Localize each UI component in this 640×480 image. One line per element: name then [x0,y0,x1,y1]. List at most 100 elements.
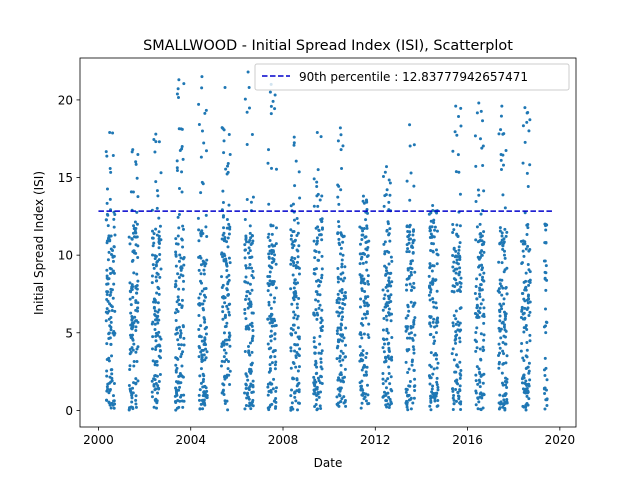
data-point [335,329,339,333]
data-point [474,379,478,383]
data-point [314,290,318,294]
data-point [407,250,411,254]
data-point [197,398,201,402]
data-point [202,299,206,303]
data-point [433,393,437,397]
data-point [297,365,301,369]
data-point [544,388,548,392]
data-point [476,382,480,386]
data-point [179,256,183,260]
data-point [153,150,157,154]
data-point [290,333,294,337]
data-point [521,387,525,391]
data-point [157,230,161,234]
data-point [270,324,274,328]
data-point [337,241,341,245]
data-point [150,281,154,285]
data-point [226,367,230,371]
data-point [290,388,294,392]
data-point [341,298,345,301]
data-point [135,287,139,291]
data-point [220,237,224,241]
data-point [497,354,501,358]
data-point [134,329,138,333]
data-point [429,396,433,400]
data-point [312,177,316,181]
data-point [244,327,248,331]
data-point [410,259,414,263]
legend: 90th percentile : 12.83777942657471 [254,63,570,91]
data-point [181,224,185,228]
data-point [458,224,462,228]
data-point [336,344,340,348]
data-point [503,249,506,253]
data-point [133,229,137,233]
data-point [528,118,532,122]
data-point [245,374,249,378]
data-point [135,291,139,295]
data-point [246,281,250,285]
data-point [526,306,530,310]
data-point [386,289,390,293]
data-point [359,321,363,325]
data-point [244,317,248,321]
data-point [113,212,117,216]
data-point [455,258,459,262]
data-point [476,407,480,411]
data-point [477,367,481,371]
data-point [481,298,485,302]
data-point [341,351,345,355]
data-point [269,329,273,333]
data-point [153,378,157,382]
data-point [112,282,116,286]
data-point [387,178,391,182]
data-point [504,234,508,238]
data-point [456,262,460,266]
data-point [343,291,347,295]
data-point [225,264,229,268]
data-point [360,233,364,237]
data-point [433,325,437,329]
data-point [521,124,525,128]
data-point [428,315,432,319]
data-point [405,405,409,409]
data-point [527,129,531,133]
data-point [341,333,345,337]
data-point [180,298,184,302]
data-point [250,234,254,238]
data-point [458,384,462,388]
data-point [174,363,178,367]
data-point [478,306,482,310]
data-point [320,238,324,242]
data-point [435,366,439,370]
data-point [249,242,253,246]
data-point [545,378,549,382]
data-point [150,347,154,351]
data-point [290,401,294,405]
data-point [154,339,158,343]
data-point [245,110,249,114]
data-point [298,347,302,351]
data-point [435,211,439,215]
data-point [315,239,319,243]
data-point [526,263,530,266]
data-point [452,314,456,318]
data-point [502,253,506,257]
data-point [428,382,432,386]
data-point [107,359,111,363]
data-point [335,357,339,361]
data-point [297,388,301,392]
data-point [524,271,528,275]
data-point [456,391,460,395]
data-point [204,347,208,351]
data-point [292,316,296,320]
data-point [296,249,300,253]
data-point [474,164,478,168]
data-point [180,145,184,149]
data-point [365,207,369,211]
data-point [227,132,231,136]
data-point [498,346,502,350]
data-point [108,266,112,270]
data-point [385,228,389,232]
